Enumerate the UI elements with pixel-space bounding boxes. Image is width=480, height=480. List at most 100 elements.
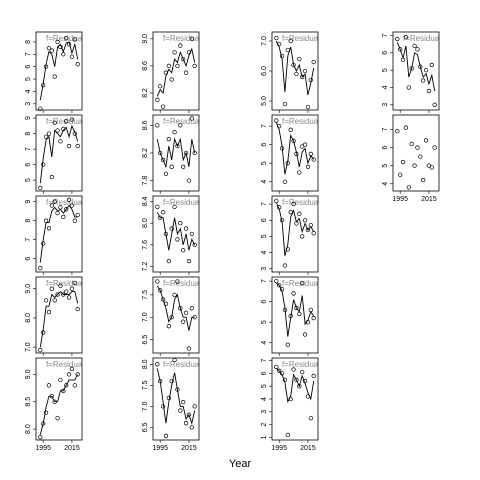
y-tick-label: 4: [261, 341, 268, 345]
data-point: [406, 85, 411, 90]
data-point: [274, 364, 279, 370]
data-point: [302, 68, 308, 74]
y-tick-label: 4: [25, 89, 32, 93]
data-point: [155, 204, 160, 210]
data-point: [41, 241, 46, 246]
data-point: [178, 408, 183, 413]
y-tick-label: 8: [25, 219, 32, 223]
data-point: [308, 151, 313, 157]
data-point: [288, 38, 293, 44]
data-point: [158, 150, 163, 156]
data-point: [181, 56, 186, 62]
data-point: [38, 106, 43, 111]
y-tick-label: 4: [261, 251, 268, 255]
data-point: [277, 123, 282, 129]
data-point: [189, 116, 194, 121]
data-point: [75, 143, 80, 149]
data-point: [288, 396, 293, 402]
data-point: [61, 292, 66, 297]
data-point: [192, 242, 197, 248]
data-point: [415, 47, 420, 52]
data-point: [64, 207, 69, 212]
data-point: [279, 146, 285, 151]
x-tick-label: 1995: [392, 196, 408, 203]
data-point: [274, 278, 279, 284]
annotation: f=Residua: [163, 360, 200, 369]
y-tick-label: 7.8: [142, 176, 149, 186]
annotation: f=Residua: [282, 34, 319, 43]
data-point: [297, 311, 302, 317]
data-point: [61, 52, 66, 57]
fit-line: [275, 202, 315, 256]
data-point: [400, 159, 406, 165]
data-point: [192, 404, 197, 409]
x-tick-label: 1995: [35, 445, 51, 452]
y-tick-label: 7: [261, 279, 268, 283]
data-point: [294, 71, 299, 77]
y-tick-label: 4: [261, 180, 268, 184]
y-tick-label: 7.5: [142, 290, 149, 300]
y-tick-label: 6: [261, 300, 268, 304]
data-point: [175, 143, 180, 149]
data-point: [160, 104, 166, 109]
data-point: [41, 83, 46, 88]
data-point: [288, 127, 293, 132]
data-point: [163, 70, 169, 75]
y-tick-label: 8.6: [142, 61, 149, 71]
data-point: [66, 372, 72, 377]
data-point: [274, 35, 279, 41]
panel-frame: [392, 114, 440, 192]
y-tick-label: 6.5: [142, 335, 149, 345]
data-point: [297, 384, 302, 389]
data-point: [61, 126, 66, 132]
data-point: [421, 78, 426, 83]
data-point: [277, 283, 282, 288]
x-tick-label: 2015: [300, 445, 316, 452]
data-point: [189, 425, 194, 430]
data-point: [403, 125, 409, 130]
data-point: [189, 306, 194, 311]
annotation: f=Residua: [282, 117, 319, 126]
data-point: [52, 120, 57, 125]
data-point: [285, 432, 290, 438]
data-point: [41, 330, 46, 335]
y-tick-label: 4: [382, 182, 389, 186]
y-tick-label: 5: [25, 178, 32, 182]
data-point: [395, 36, 400, 42]
data-point: [300, 234, 305, 239]
data-point: [311, 231, 316, 236]
y-tick-label: 8.0: [142, 218, 149, 228]
y-tick-label: 6: [25, 65, 32, 69]
annotation: f=Residua: [403, 34, 440, 43]
data-point: [183, 421, 189, 426]
data-point: [169, 77, 174, 82]
annotation: f=Residua: [282, 198, 319, 207]
data-point: [192, 315, 197, 320]
data-point: [302, 142, 308, 147]
y-tick-label: 8.0: [25, 424, 32, 434]
data-point: [155, 362, 160, 367]
panel-frame: [35, 357, 83, 441]
data-point: [160, 210, 166, 215]
data-point: [43, 64, 49, 69]
data-point: [282, 179, 288, 184]
data-point: [274, 118, 279, 123]
y-tick-label: 6.5: [142, 422, 149, 432]
panel-frame: [392, 31, 440, 111]
y-tick-label: 7: [382, 33, 389, 37]
panel-frame: [152, 195, 200, 273]
y-tick-label: 5: [25, 77, 32, 81]
y-tick-label: 6: [261, 218, 268, 222]
data-point: [69, 286, 75, 291]
data-point: [186, 258, 192, 264]
x-tick-label: 2015: [64, 445, 80, 452]
data-point: [55, 415, 60, 421]
data-point: [181, 319, 186, 324]
data-point: [308, 77, 313, 83]
data-point: [291, 291, 296, 296]
data-point: [169, 226, 174, 231]
data-point: [409, 141, 414, 147]
fit-line: [396, 42, 436, 91]
data-point: [64, 119, 69, 124]
